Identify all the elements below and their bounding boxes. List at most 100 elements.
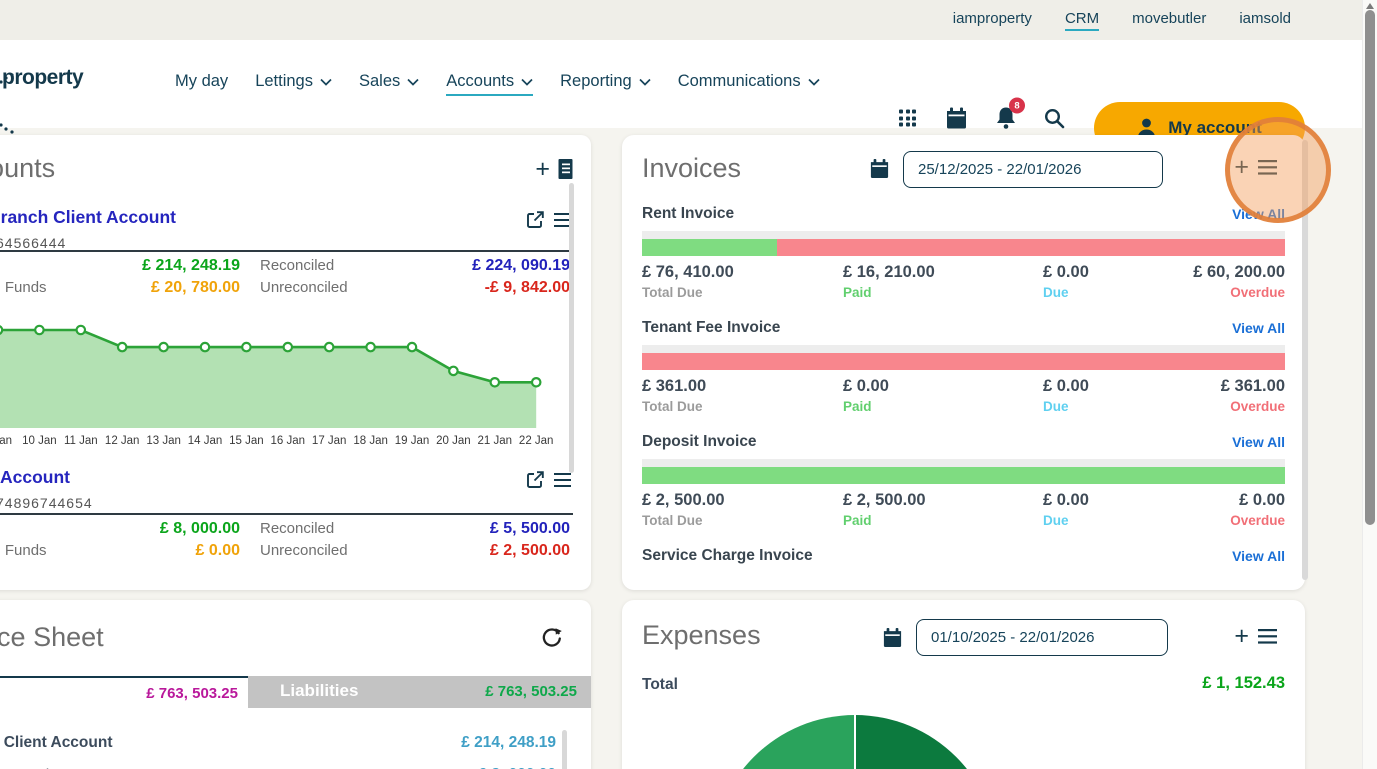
tab-assets[interactable]: Assets £ 763, 503.25 <box>0 676 248 708</box>
paid-value: £ 2, 500.00 <box>843 491 926 509</box>
iamproperty-logo[interactable]: property <box>0 66 84 134</box>
chevron-down-icon <box>407 78 419 86</box>
tab-liabilities[interactable]: Liabilities £ 763, 503.25 <box>248 676 591 708</box>
notifications-bell-icon[interactable]: 8 <box>995 97 1025 130</box>
invoice-section-title: Service Charge Invoice <box>642 547 813 564</box>
total-funds-value: £ 20, 780.00 <box>151 279 240 296</box>
view-all-link-rent[interactable]: View All <box>1232 206 1285 222</box>
my-account-label: My account <box>1168 118 1262 137</box>
overdue-value: £ 0.00 <box>1239 491 1285 509</box>
total-funds-label: Total Funds <box>0 279 47 296</box>
unreconciled-label: Unreconciled <box>260 279 348 296</box>
content-scrollbar[interactable] <box>1302 140 1308 580</box>
invoice-progress-bar <box>642 239 1285 256</box>
external-link-icon[interactable] <box>527 211 544 228</box>
reconciled-value: £ 5, 500.00 <box>489 520 570 537</box>
menu-hamburger-icon[interactable] <box>554 472 571 487</box>
apps-grid-icon[interactable] <box>899 109 916 127</box>
external-link-icon[interactable] <box>527 471 544 488</box>
nav-label: Communications <box>677 72 801 90</box>
nav-item-reporting[interactable]: Reporting <box>560 72 651 96</box>
nav-item-communications[interactable]: Communications <box>678 72 820 96</box>
paid-value: £ 16, 210.00 <box>843 263 935 281</box>
nav-item-my-day[interactable]: My day <box>175 72 228 96</box>
invoice-progress-bar <box>642 353 1285 370</box>
chart-date-label: 20 Jan <box>436 435 471 447</box>
view-all-link-tenant-fee[interactable]: View All <box>1232 320 1285 336</box>
total-funds-label: Total Funds <box>0 542 47 559</box>
view-all-link-service-charge[interactable]: View All <box>1232 548 1285 564</box>
panel-scrollbar[interactable] <box>569 183 574 473</box>
account-number: 64566444 <box>0 235 67 251</box>
expenses-menu-icon[interactable] <box>1258 628 1277 644</box>
balance-row-amount: £ 8, 000.00 <box>478 766 556 769</box>
invoice-bar-track <box>642 459 1285 467</box>
invoice-bar-track <box>642 345 1285 353</box>
product-link-movebutler[interactable]: movebutler <box>1132 9 1207 27</box>
funds-area-chart <box>0 324 542 428</box>
reconciled-label: Reconciled <box>260 520 335 537</box>
chevron-down-icon <box>807 78 820 86</box>
top-product-bar: iamproperty CRM movebutler iamsold <box>0 0 1362 40</box>
nav-label: Lettings <box>255 72 313 90</box>
assets-total: £ 763, 503.25 <box>146 685 238 702</box>
invoice-bar-track <box>642 231 1285 239</box>
paid-label: Paid <box>843 399 872 414</box>
account-number: 74896744654 <box>0 495 93 511</box>
page-scroll-thumb[interactable] <box>1365 10 1375 525</box>
calendar-icon[interactable] <box>946 107 967 129</box>
invoice-progress-bar <box>642 467 1285 484</box>
view-all-link-deposit[interactable]: View All <box>1232 434 1285 450</box>
total-due-value: £ 361.00 <box>642 377 707 395</box>
add-invoice-plus-icon[interactable]: + <box>1234 153 1249 181</box>
expenses-pie-chart <box>712 715 998 769</box>
expenses-date-range-input[interactable]: 01/10/2025 - 22/01/2026 <box>916 619 1168 656</box>
nav-items: My day Lettings Sales Accounts Reporting… <box>175 40 820 128</box>
overdue-value: £ 60, 200.00 <box>1193 263 1285 281</box>
total-due-label: Total Due <box>642 399 703 414</box>
menu-hamburger-icon[interactable] <box>554 212 571 227</box>
add-account-plus-icon[interactable]: + <box>535 155 550 183</box>
nav-label: Sales <box>358 72 401 90</box>
available-funds-value: £ 214, 248.19 <box>142 257 240 274</box>
due-value: £ 0.00 <box>1043 377 1089 395</box>
chart-date-label: 18 Jan <box>353 435 388 447</box>
nav-label: Reporting <box>560 72 632 90</box>
search-icon[interactable] <box>1043 107 1065 129</box>
invoices-date-range-input[interactable]: 25/12/2025 - 22/01/2026 <box>903 151 1163 188</box>
due-value: £ 0.00 <box>1043 263 1089 281</box>
nav-item-accounts[interactable]: Accounts <box>446 72 534 96</box>
product-link-iamproperty[interactable]: iamproperty <box>952 9 1032 27</box>
reconciled-label: Reconciled <box>260 257 335 274</box>
liabilities-tab-label: Liabilities <box>280 681 359 700</box>
funds-row: £ 8, 000.00 Reconciled £ 5, 500.00 <box>0 520 591 540</box>
main-navbar: property My day Lettings Sales Accounts … <box>0 40 1362 154</box>
refresh-icon[interactable] <box>541 626 563 648</box>
chart-date-label: 10 Jan <box>22 435 57 447</box>
invoice-section-title: Deposit Invoice <box>642 433 757 450</box>
add-expense-plus-icon[interactable]: + <box>1234 622 1249 650</box>
product-link-iamsold[interactable]: iamsold <box>1239 9 1291 27</box>
paid-label: Paid <box>843 513 872 528</box>
nav-item-sales[interactable]: Sales <box>359 72 419 96</box>
due-label: Due <box>1043 513 1069 528</box>
logo-dots-decoration <box>0 73 14 134</box>
chevron-down-icon <box>320 78 332 86</box>
unreconciled-label: Unreconciled <box>260 542 348 559</box>
divider <box>0 250 573 252</box>
balance-sheet-panel: Balance Sheet Assets £ 763, 503.25 Liabi… <box>0 600 591 769</box>
account-name-link[interactable]: Branch Client Account <box>0 207 176 227</box>
nav-label: My day <box>175 72 229 90</box>
account-name-link[interactable]: Account <box>0 467 70 487</box>
page-scrollbar[interactable] <box>1362 0 1377 769</box>
nav-item-lettings[interactable]: Lettings <box>255 72 332 96</box>
panel-scrollbar[interactable] <box>562 730 567 769</box>
scroll-up-arrow[interactable] <box>1366 3 1374 9</box>
invoices-menu-icon[interactable] <box>1258 159 1277 175</box>
receipt-icon[interactable] <box>558 159 573 179</box>
balance-row-name: Account <box>0 766 50 769</box>
calendar-icon <box>883 628 902 647</box>
product-link-crm[interactable]: CRM <box>1064 10 1100 31</box>
total-due-value: £ 2, 500.00 <box>642 491 725 509</box>
chart-date-label: 16 Jan <box>270 435 306 447</box>
